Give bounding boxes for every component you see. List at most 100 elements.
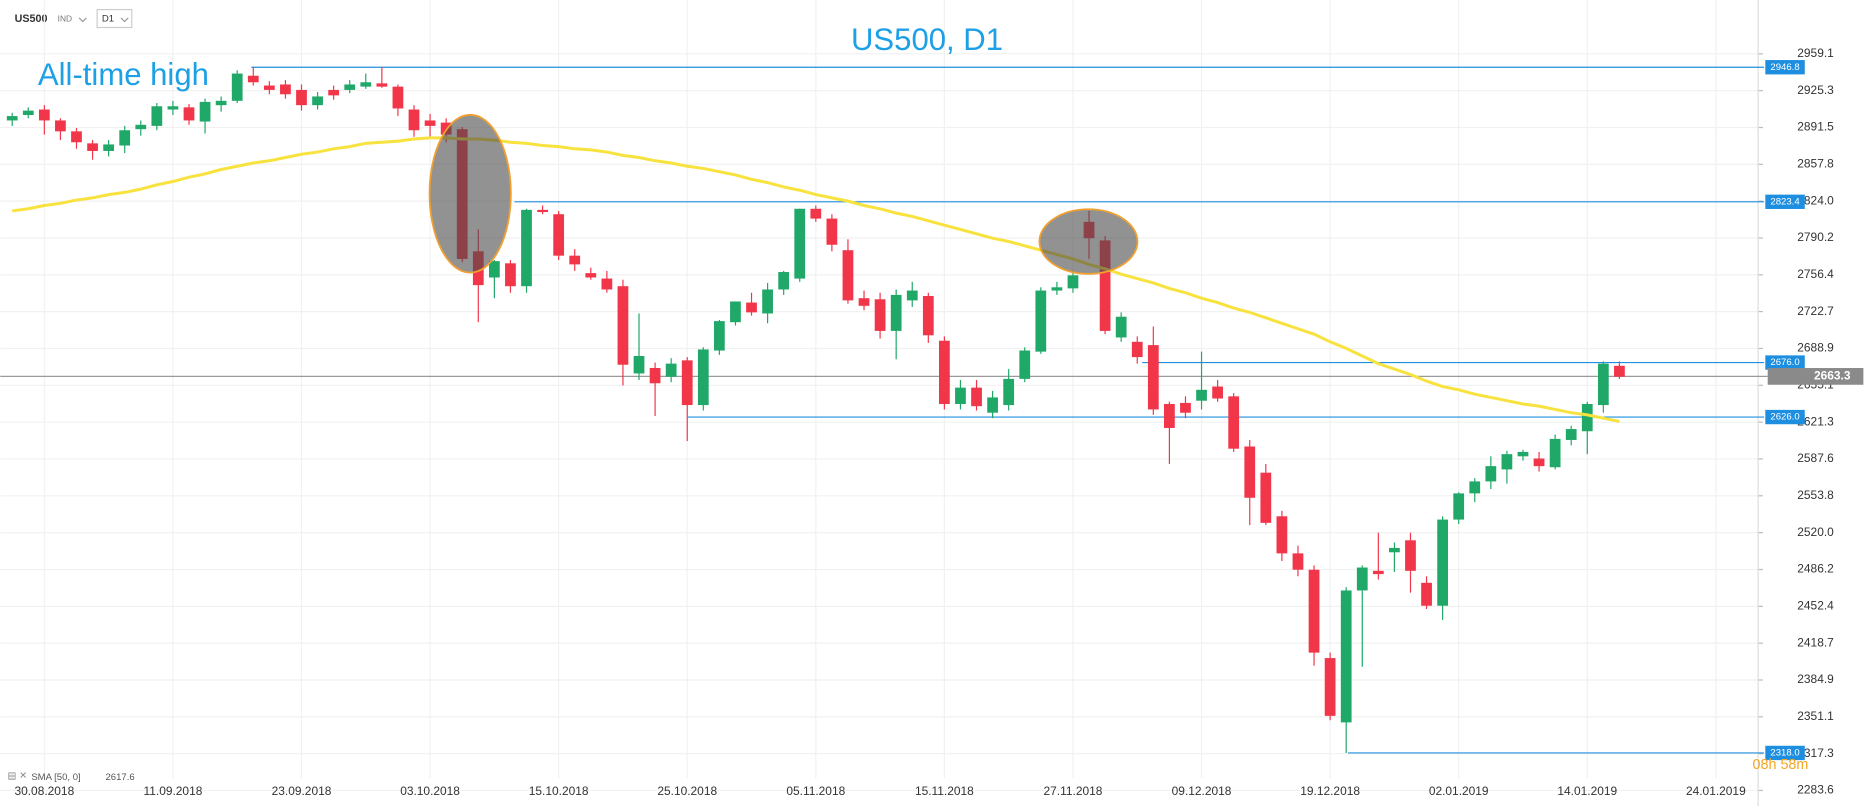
- candle-body: [553, 214, 565, 256]
- candle-body: [488, 261, 500, 278]
- candle-body: [1517, 451, 1529, 457]
- candle-body: [1581, 403, 1593, 432]
- candle-body: [1131, 341, 1143, 358]
- candle-body: [601, 278, 613, 290]
- x-tick-label: 14.01.2019: [1557, 784, 1617, 798]
- candle-body: [280, 84, 291, 95]
- class[interactable]: IND: [58, 13, 72, 23]
- candle-body: [408, 109, 420, 131]
- candle-body: [842, 250, 854, 301]
- candle-body: [971, 387, 982, 407]
- candle-body: [87, 143, 98, 151]
- candle-body: [874, 299, 886, 331]
- candle-body: [730, 301, 741, 323]
- candle-body: [521, 209, 532, 287]
- y-tick-label: 2688.9: [1797, 341, 1834, 355]
- x-tick-label: 02.01.2019: [1429, 784, 1489, 798]
- candle-body: [296, 89, 307, 106]
- candle-body: [1019, 350, 1031, 379]
- candle-body: [1292, 553, 1304, 570]
- y-tick-label: 2587.6: [1797, 451, 1834, 465]
- x-tick-label: 15.10.2018: [529, 784, 589, 798]
- y-tick-label: 2621.3: [1797, 414, 1834, 428]
- x-tick-label: 03.10.2018: [400, 784, 460, 798]
- candle-body: [858, 298, 870, 306]
- candle-body: [360, 82, 372, 87]
- candle-body: [1389, 547, 1400, 553]
- candle-body: [955, 387, 966, 404]
- candle-body: [71, 131, 82, 143]
- grid: [0, 0, 1763, 806]
- dropdown-arrow: [78, 17, 87, 23]
- level-tag: [1765, 194, 1805, 209]
- y-tick-label: 2351.1: [1797, 709, 1834, 723]
- candle-body: [328, 89, 340, 96]
- y-tick-label: 2553.8: [1797, 488, 1834, 502]
- y-tick-label: 2452.4: [1797, 599, 1834, 613]
- annotations: [428, 113, 1139, 275]
- x-tick-label: 19.12.2018: [1300, 784, 1360, 798]
- candle-body: [1051, 287, 1063, 291]
- candle-body: [1501, 454, 1513, 470]
- candle-body: [167, 106, 179, 110]
- candle-body: [119, 130, 131, 146]
- candle-body: [1099, 240, 1111, 331]
- x-tick-label: 11.09.2018: [143, 784, 202, 798]
- marks: [0, 66, 1768, 754]
- symbol[interactable]: US500: [15, 13, 48, 25]
- candle-body: [585, 273, 597, 278]
- candle-body: [199, 101, 211, 122]
- indicator-icon[interactable]: ▤ ✕: [7, 771, 27, 782]
- candle-body: [1565, 429, 1577, 440]
- candle-body: [1485, 466, 1497, 482]
- timeframe[interactable]: D1: [102, 14, 114, 25]
- indicator-name: SMA [50, 0]: [31, 772, 80, 783]
- candle-body: [1372, 570, 1384, 575]
- x-tick-label: 27.11.2018: [1044, 784, 1103, 798]
- timeframe-box[interactable]: [96, 8, 133, 29]
- y-tick-label: 2317.3: [1797, 746, 1834, 760]
- level-label: 2946.8: [1770, 62, 1799, 73]
- candle-body: [617, 286, 629, 365]
- labels: 2959.1 2925.3 2891.5 2857.8 2824.0 2790.2 2756…: [14, 46, 1864, 798]
- y-tick-label: 2959.1: [1797, 46, 1834, 60]
- x-tick-label: 30.08.2018: [14, 784, 74, 798]
- candle-body: [906, 290, 918, 301]
- level-tag: [1765, 355, 1805, 370]
- candle-body: [697, 349, 709, 406]
- candle-body: [1549, 438, 1561, 468]
- y-tick-label: 2283.6: [1797, 783, 1834, 797]
- y-tick-label: 2520.0: [1797, 525, 1834, 539]
- candle-body: [1533, 458, 1545, 467]
- candle-body: [1035, 290, 1047, 352]
- highlight-ellipse: [428, 113, 512, 274]
- candle-body: [344, 84, 356, 90]
- candle-body: [1453, 493, 1465, 520]
- candle-body: [569, 255, 581, 265]
- candle-body: [939, 340, 950, 404]
- x-tick-label: 25.10.2018: [657, 784, 717, 798]
- candle-body: [987, 397, 998, 413]
- candle-body: [38, 109, 50, 121]
- candle-body: [1260, 472, 1272, 523]
- dropdown-arrow: [120, 17, 129, 23]
- toolbar: US500 IND D1: [15, 8, 133, 29]
- candle-body: [665, 363, 677, 377]
- candle-body: [1356, 567, 1368, 591]
- level-label: 2823.4: [1770, 196, 1800, 207]
- level-label: 2318.0: [1770, 747, 1799, 758]
- candle-body: [633, 355, 645, 374]
- y-tick-label: 2857.8: [1797, 156, 1834, 170]
- candle-body: [1003, 378, 1015, 406]
- y-tick-label: 2418.7: [1797, 635, 1834, 649]
- candle-body: [681, 360, 693, 406]
- candle-body: [151, 106, 163, 126]
- y-tick-label: 2722.7: [1797, 304, 1834, 318]
- candle-body: [6, 116, 18, 121]
- y-tick-label: 2486.2: [1797, 562, 1834, 576]
- y-tick-label: 2790.2: [1797, 230, 1834, 244]
- x-tick-label: 09.12.2018: [1172, 784, 1232, 798]
- candle-body: [1212, 386, 1223, 399]
- candle-body: [55, 120, 66, 132]
